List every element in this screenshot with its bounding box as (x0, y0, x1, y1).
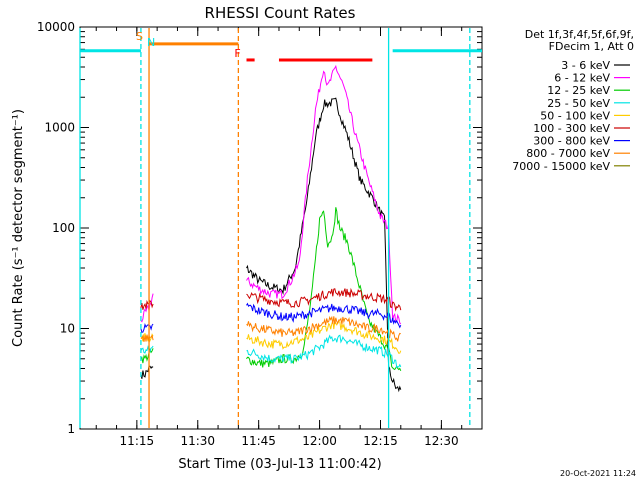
y-tick-label: 1000 (44, 121, 75, 135)
series-line (140, 365, 154, 379)
legend-label: 6 - 12 keV (554, 72, 610, 85)
y-tick-label: 10000 (37, 20, 75, 34)
x-tick-label: 12:15 (363, 434, 398, 448)
y-tick-label: 100 (52, 221, 75, 235)
series-line (246, 334, 402, 369)
legend-label: 25 - 50 keV (547, 97, 610, 110)
legend-label: 7000 - 15000 keV (512, 160, 610, 173)
y-tick-label: 1 (67, 422, 75, 436)
legend-label: 800 - 7000 keV (526, 147, 610, 160)
x-tick-label: 11:15 (120, 434, 155, 448)
series-line (140, 334, 154, 342)
flag-marker-label: S (136, 30, 143, 43)
series-line (140, 345, 154, 354)
legend-header-line-2: FDecim 1, Att 0 (549, 40, 634, 53)
x-tick-label: 12:30 (424, 434, 459, 448)
series-line (246, 64, 402, 325)
x-tick-label: 12:00 (302, 434, 337, 448)
legend-label: 100 - 300 keV (533, 122, 610, 135)
y-axis-label: Count Rate (s⁻¹ detector segment⁻¹) (11, 109, 26, 347)
series-line (246, 302, 402, 329)
series-line (140, 299, 154, 310)
flag-marker-label: N (147, 36, 155, 49)
legend-label: 300 - 800 keV (533, 135, 610, 148)
series-group (140, 64, 402, 393)
annotation-group: S N F (79, 28, 482, 428)
series-line (246, 287, 402, 312)
y-tick-label: 10 (60, 322, 75, 336)
plot-layer: 1 10 100 1000 10000 11:15 11:30 11:45 12:00 12:15… (37, 20, 630, 448)
chart-title: RHESSI Count Rates (205, 4, 356, 22)
axes-group: 1 10 100 1000 10000 11:15 11:30 11:45 12:00 12:15… (37, 20, 483, 448)
legend-label: 50 - 100 keV (540, 109, 610, 122)
series-line (246, 97, 402, 393)
series-line (140, 322, 154, 333)
footer-date: 20-Oct-2021 11:24 (560, 469, 636, 478)
series-line (246, 320, 402, 354)
legend-header-line-1: Det 1f,3f,4f,5f,6f,9f, (525, 28, 634, 41)
x-tick-label: 11:30 (180, 434, 215, 448)
x-tick-label: 11:45 (241, 434, 276, 448)
series-line (246, 315, 401, 342)
series-line (140, 347, 154, 364)
legend-label: 12 - 25 keV (547, 84, 610, 97)
x-axis-label: Start Time (03-Jul-13 11:00:42) (178, 457, 381, 472)
legend-label: 3 - 6 keV (561, 59, 610, 72)
flag-marker-label: F (234, 47, 240, 60)
